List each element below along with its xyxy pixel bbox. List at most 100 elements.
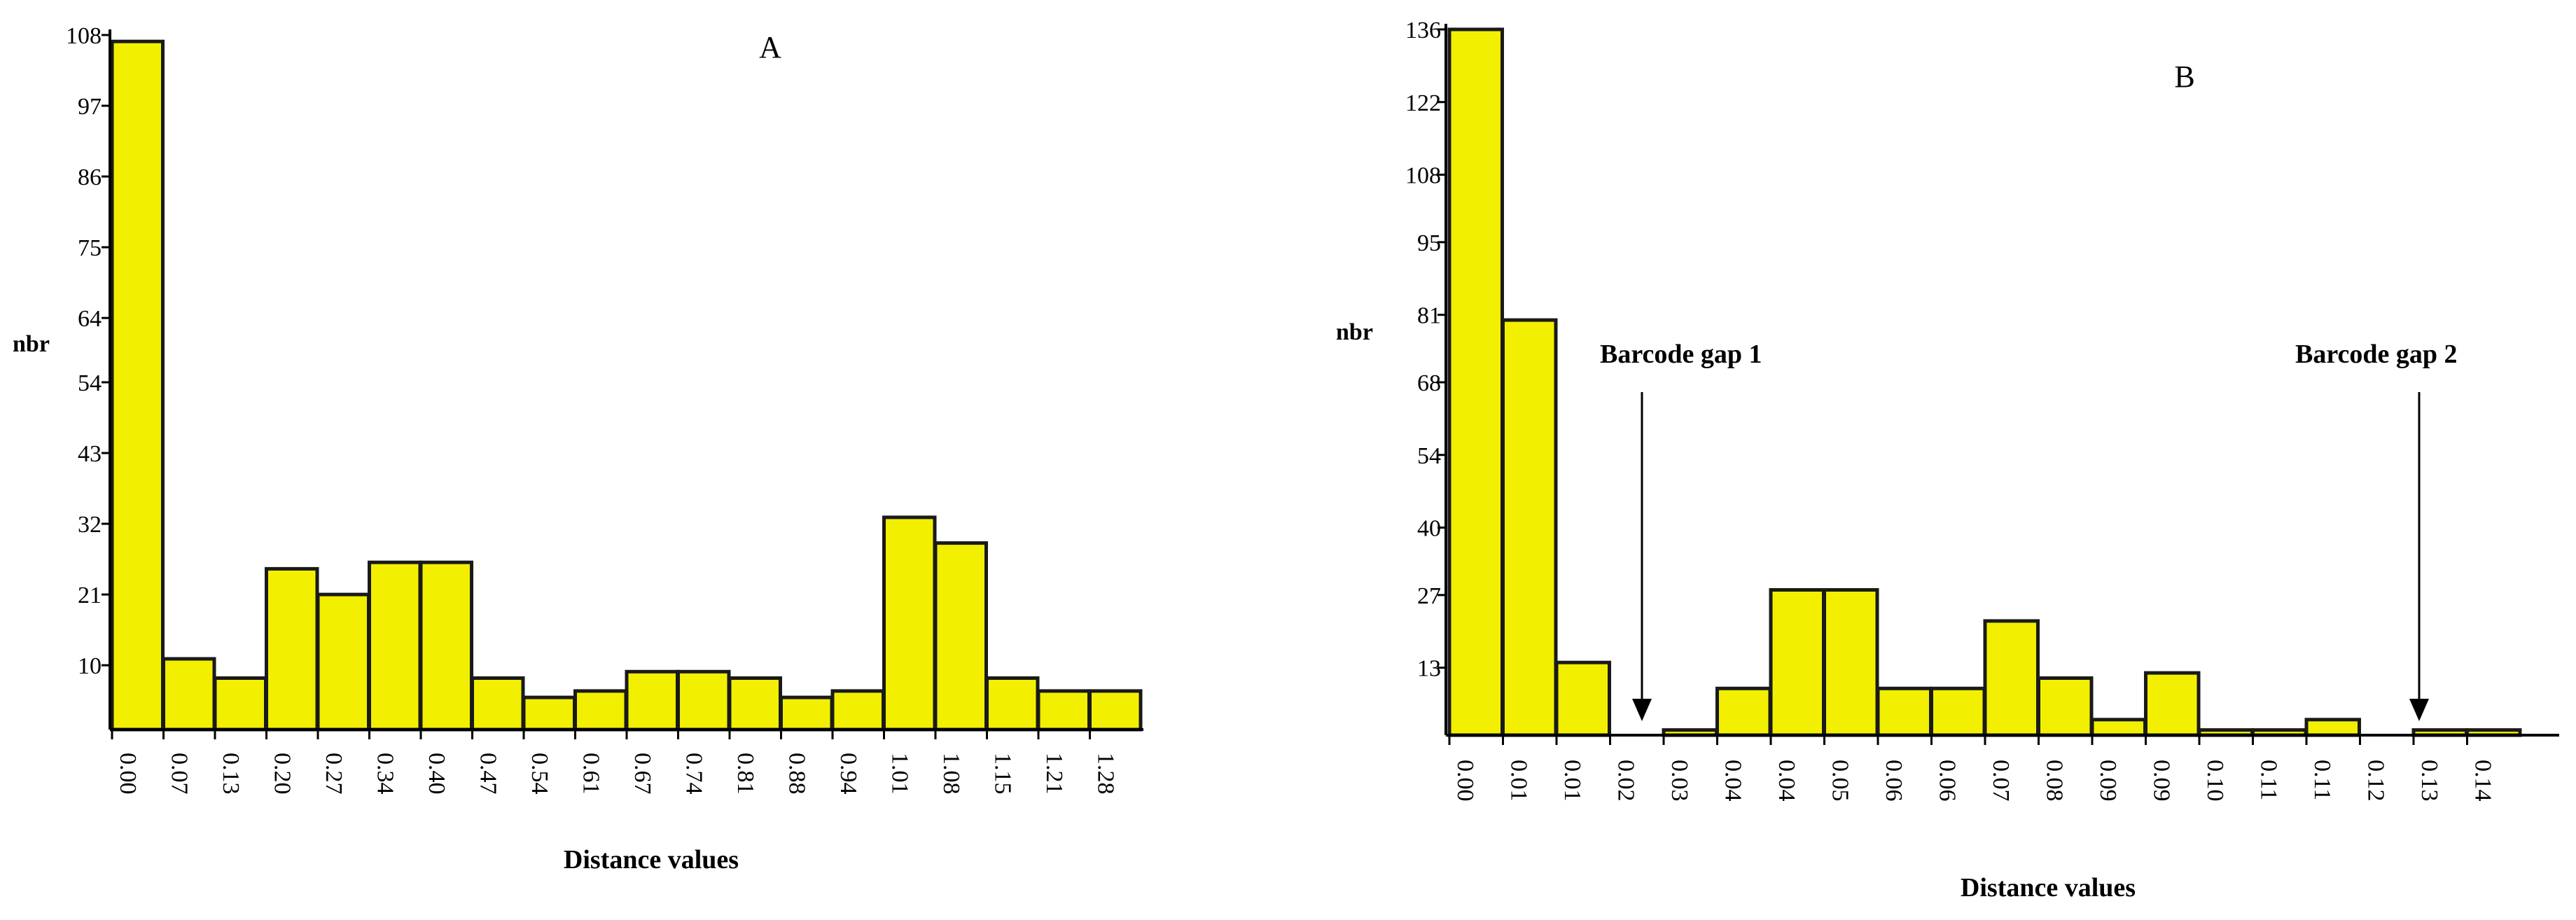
y-tick-label-a-1: 97 — [78, 94, 102, 120]
x-tick-label-a-8: 0.54 — [527, 753, 552, 795]
x-tick-label-a-17: 1.15 — [990, 753, 1016, 795]
y-tick-label-b-1: 122 — [1405, 90, 1441, 116]
x-tick-label-b-9: 0.06 — [1935, 760, 1961, 802]
bar-a-18 — [1036, 689, 1091, 732]
panel-label-b: B — [2174, 60, 2194, 94]
y-tick-label-a-8: 21 — [78, 583, 102, 608]
bar-b-7 — [1823, 588, 1879, 737]
x-tick-label-a-3: 0.20 — [270, 753, 295, 795]
x-tick-label-b-5: 0.04 — [1720, 760, 1746, 802]
bar-b-13 — [2144, 671, 2201, 737]
histogram-b: B nbr Distance values Barcode gap 1 Barc… — [1336, 18, 2559, 902]
x-tick-label-b-11: 0.08 — [2042, 760, 2068, 802]
y-tick-label-b-4: 81 — [1417, 303, 1441, 329]
x-tick-label-a-15: 1.01 — [887, 753, 913, 795]
x-tick-label-a-10: 0.67 — [629, 753, 655, 795]
y-tick-label-a-9: 10 — [78, 653, 102, 679]
y-tick-label-a-2: 86 — [78, 165, 102, 190]
bar-a-16 — [933, 541, 988, 732]
x-tick-label-a-1: 0.07 — [167, 753, 193, 795]
x-axis-title-a: Distance values — [564, 845, 739, 874]
y-axis-label-a: nbr — [13, 331, 50, 357]
bar-b-1 — [1501, 318, 1558, 737]
bar-a-17 — [985, 676, 1040, 732]
y-tick-label-a-4: 64 — [78, 306, 102, 332]
x-tick-label-a-0: 0.00 — [115, 753, 141, 795]
x-tick-label-a-13: 0.88 — [784, 753, 810, 795]
bar-a-1 — [162, 657, 216, 732]
bar-a-2 — [213, 676, 267, 732]
bar-a-13 — [779, 695, 834, 732]
x-tick-label-b-14: 0.10 — [2202, 760, 2228, 802]
bar-a-12 — [727, 676, 782, 732]
bar-a-19 — [1088, 689, 1143, 732]
x-axis-title-b: Distance values — [1961, 873, 2136, 902]
y-tick-label-b-2: 108 — [1405, 163, 1441, 189]
x-tick-label-a-12: 0.81 — [732, 753, 758, 795]
x-tick-label-b-12: 0.09 — [2095, 760, 2121, 802]
bar-a-4 — [316, 592, 370, 732]
y-tick-label-a-5: 54 — [78, 370, 102, 396]
x-tick-label-b-0: 0.00 — [1452, 760, 1478, 802]
y-tick-label-b-0: 136 — [1405, 18, 1441, 43]
x-tick-label-b-15: 0.11 — [2256, 760, 2282, 800]
x-tick-label-b-8: 0.06 — [1881, 760, 1907, 802]
x-tick-label-a-14: 0.94 — [835, 753, 861, 795]
x-tick-label-a-2: 0.13 — [218, 753, 244, 795]
x-tick-label-b-13: 0.09 — [2149, 760, 2175, 802]
bar-b-11 — [2037, 676, 2094, 737]
x-tick-label-a-9: 0.61 — [578, 753, 604, 795]
x-tick-label-a-4: 0.27 — [321, 753, 347, 795]
bar-b-8 — [1876, 686, 1933, 737]
barcode-gap-1-label: Barcode gap 1 — [1600, 340, 1762, 369]
bar-b-2 — [1554, 660, 1611, 737]
bar-b-5 — [1715, 686, 1772, 737]
bar-a-8 — [522, 695, 576, 732]
x-tick-label-b-18: 0.13 — [2416, 760, 2442, 802]
y-tick-label-b-5: 68 — [1417, 370, 1441, 396]
x-tick-label-b-2: 0.01 — [1559, 760, 1585, 802]
y-tick-label-b-9: 13 — [1417, 656, 1441, 682]
barcode-gap-2-arrowhead — [2409, 699, 2429, 721]
barcode-gap-1-arrowhead — [1632, 699, 1652, 721]
x-tick-label-b-16: 0.11 — [2309, 760, 2335, 800]
panel-label-a: A — [759, 30, 781, 64]
y-tick-label-a-0: 108 — [66, 23, 102, 49]
y-tick-label-a-6: 43 — [78, 441, 102, 467]
bar-a-10 — [625, 669, 679, 732]
bar-a-15 — [882, 515, 937, 732]
bar-b-6 — [1769, 588, 1825, 737]
x-tick-label-a-16: 1.08 — [938, 753, 964, 795]
y-tick-label-b-6: 54 — [1417, 443, 1441, 469]
x-tick-label-b-6: 0.04 — [1774, 760, 1799, 802]
x-tick-label-a-18: 1.21 — [1041, 753, 1067, 795]
bar-a-3 — [265, 566, 319, 732]
x-tick-label-b-4: 0.03 — [1666, 760, 1692, 802]
histogram-a: A nbr Distance values 108 97 86 75 64 54 43 32 2… — [13, 23, 1143, 874]
y-tick-label-a-7: 32 — [78, 512, 102, 538]
y-axis-label-b: nbr — [1336, 319, 1373, 345]
bar-b-12 — [2090, 718, 2147, 737]
x-tick-label-b-10: 0.07 — [1988, 760, 2014, 802]
bar-a-0 — [110, 39, 165, 732]
x-tick-label-a-11: 0.74 — [681, 753, 707, 795]
x-tick-label-b-17: 0.12 — [2363, 760, 2389, 802]
x-tick-label-a-5: 0.34 — [373, 753, 398, 795]
bar-a-5 — [368, 560, 422, 732]
bar-a-14 — [830, 689, 885, 732]
bar-b-0 — [1447, 27, 1504, 737]
bar-b-16 — [2304, 718, 2361, 737]
y-tick-label-b-3: 95 — [1417, 230, 1441, 256]
bar-b-10 — [1983, 619, 2040, 737]
bar-a-7 — [471, 676, 525, 732]
x-tick-label-b-3: 0.02 — [1613, 760, 1639, 802]
bar-a-11 — [676, 669, 731, 732]
bar-a-6 — [419, 560, 473, 732]
y-tick-label-b-7: 40 — [1417, 516, 1441, 542]
x-tick-label-a-19: 1.28 — [1093, 753, 1119, 795]
y-tick-label-a-3: 75 — [78, 235, 102, 261]
x-tick-label-b-7: 0.05 — [1827, 760, 1853, 802]
barcode-gap-2-label: Barcode gap 2 — [2295, 340, 2458, 369]
bar-b-9 — [1930, 686, 1986, 737]
